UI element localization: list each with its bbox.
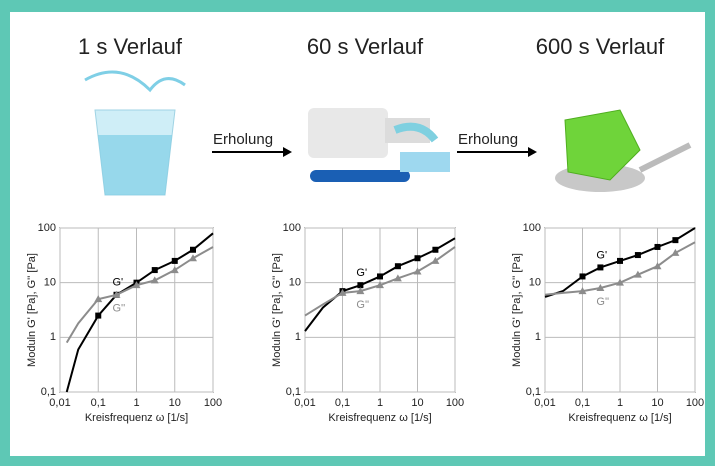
series-label: G' <box>356 267 367 279</box>
series-label: G'' <box>112 303 125 315</box>
x-tick-label: 0,1 <box>91 397 106 409</box>
marker <box>672 237 678 243</box>
x-tick-label: 10 <box>411 397 423 409</box>
y-tick-label: 1 <box>50 331 56 343</box>
marker <box>597 264 603 270</box>
marker <box>395 263 401 269</box>
marker <box>580 273 586 279</box>
x-tick-label: 1 <box>617 397 623 409</box>
x-axis-label: Kreisfrequenz ω [1/s] <box>85 412 188 424</box>
marker <box>152 267 158 273</box>
x-tick-label: 100 <box>204 397 222 409</box>
x-tick-label: 1 <box>133 397 139 409</box>
y-tick-label: 10 <box>289 277 301 289</box>
series-label: G'' <box>356 299 369 311</box>
chart-title: 60 s Verlauf <box>307 34 424 59</box>
y-tick-label: 10 <box>529 277 541 289</box>
y-tick-label: 1 <box>295 331 301 343</box>
x-tick-label: 0,1 <box>335 397 350 409</box>
y-tick-label: 100 <box>283 222 301 234</box>
chart-title: 1 s Verlauf <box>78 34 183 59</box>
canvas: Erholung Erholung 1 s Verlauf 0,1 1 10 100 0,… <box>0 0 715 466</box>
series-label: G'' <box>596 296 609 308</box>
x-tick-label: 0,01 <box>534 397 555 409</box>
marker <box>415 255 421 261</box>
arrow-label: Erholung <box>213 131 273 148</box>
chart-title: 600 s Verlauf <box>536 34 665 59</box>
arrow-label: Erholung <box>458 131 518 148</box>
marker <box>432 247 438 253</box>
x-tick-label: 100 <box>446 397 464 409</box>
marker <box>655 244 661 250</box>
x-tick-label: 0,1 <box>575 397 590 409</box>
figure: Erholung Erholung 1 s Verlauf 0,1 1 10 100 0,… <box>0 0 715 466</box>
marker <box>172 258 178 264</box>
x-axis-label: Kreisfrequenz ω [1/s] <box>568 412 671 424</box>
x-tick-label: 0,01 <box>49 397 70 409</box>
y-axis-label: Moduln G' [Pa], G'' [Pa] <box>511 253 523 367</box>
series-label: G' <box>596 249 607 261</box>
marker <box>95 313 101 319</box>
marker <box>190 247 196 253</box>
x-tick-label: 0,01 <box>294 397 315 409</box>
marker <box>617 258 623 264</box>
x-tick-label: 10 <box>169 397 181 409</box>
y-tick-label: 100 <box>38 222 56 234</box>
x-axis-label: Kreisfrequenz ω [1/s] <box>328 412 431 424</box>
y-tick-label: 1 <box>535 331 541 343</box>
y-tick-label: 10 <box>44 277 56 289</box>
y-axis-label: Moduln G' [Pa], G'' [Pa] <box>26 253 38 367</box>
marker <box>377 273 383 279</box>
panel <box>10 12 705 456</box>
x-tick-label: 10 <box>651 397 663 409</box>
series-label: G' <box>112 277 123 289</box>
x-tick-label: 1 <box>377 397 383 409</box>
marker <box>635 252 641 258</box>
y-axis-label: Moduln G' [Pa], G'' [Pa] <box>271 253 283 367</box>
x-tick-label: 100 <box>686 397 704 409</box>
y-tick-label: 100 <box>523 222 541 234</box>
